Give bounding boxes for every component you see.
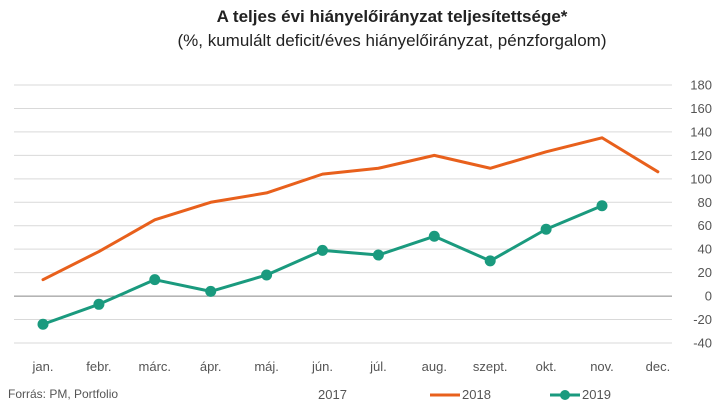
series-line-2019 (41, 204, 604, 326)
y-tick-label: -40 (693, 336, 712, 351)
x-tick-label: jún. (311, 359, 333, 374)
y-tick-label: 100 (690, 171, 712, 186)
x-tick-label: máj. (254, 359, 279, 374)
legend-label: 2018 (462, 387, 491, 402)
legend-item-2019: 2019 (550, 387, 611, 402)
data-point-2019 (428, 230, 440, 242)
y-tick-label: 40 (698, 242, 712, 257)
y-tick-label: 20 (698, 265, 712, 280)
x-tick-label: okt. (536, 359, 557, 374)
data-point-2019 (596, 200, 608, 212)
chart-title: A teljes évi hiányelőirányzat teljesítet… (217, 7, 568, 26)
y-tick-label: 160 (690, 101, 712, 116)
legend: 2017 2018 2019 (318, 387, 611, 402)
x-tick-label: nov. (590, 359, 614, 374)
y-tick-label: 120 (690, 148, 712, 163)
x-tick-label: ápr. (200, 359, 222, 374)
data-point-2019 (484, 255, 496, 267)
chart-subtitle: (%, kumulált deficit/éves hiányelőirányz… (178, 31, 607, 50)
source-note: Forrás: PM, Portfolio (8, 387, 118, 401)
data-point-2019 (205, 285, 217, 297)
x-tick-label: aug. (422, 359, 447, 374)
y-tick-label: -20 (693, 312, 712, 327)
legend-label: 2019 (582, 387, 611, 402)
y-tick-label: 60 (698, 218, 712, 233)
data-point-2019 (149, 274, 161, 286)
grid-lines (14, 84, 672, 344)
legend-marker (560, 390, 570, 400)
y-tick-label: 180 (690, 78, 712, 93)
data-point-2019 (261, 269, 273, 281)
x-tick-label: szept. (473, 359, 508, 374)
data-point-2019 (317, 244, 328, 256)
y-tick-label: 80 (698, 195, 712, 210)
y-tick-label: 140 (690, 124, 712, 139)
x-tick-label: dec. (646, 359, 671, 374)
x-tick-label: márc. (139, 359, 172, 374)
y-axis-tick-labels: 180 160 140 120 100 80 60 40 20 0 -20 -40 (690, 78, 712, 351)
series-line-2018 (41, 136, 660, 282)
y-tick-label: 0 (705, 289, 712, 304)
x-tick-label: júl. (369, 359, 387, 374)
series-markers (37, 200, 608, 330)
x-tick-label: febr. (86, 359, 111, 374)
x-axis-tick-labels: jan. febr. márc. ápr. máj. jún. júl. aug. szept.… (32, 359, 671, 374)
legend-item-2017: 2017 (318, 387, 347, 402)
x-tick-label: jan. (32, 359, 54, 374)
legend-label: 2017 (318, 387, 347, 402)
data-point-2019 (372, 249, 384, 261)
data-point-2019 (93, 298, 105, 310)
legend-item-2018: 2018 (430, 387, 491, 402)
data-point-2019 (540, 223, 552, 235)
data-point-2019 (37, 318, 49, 330)
